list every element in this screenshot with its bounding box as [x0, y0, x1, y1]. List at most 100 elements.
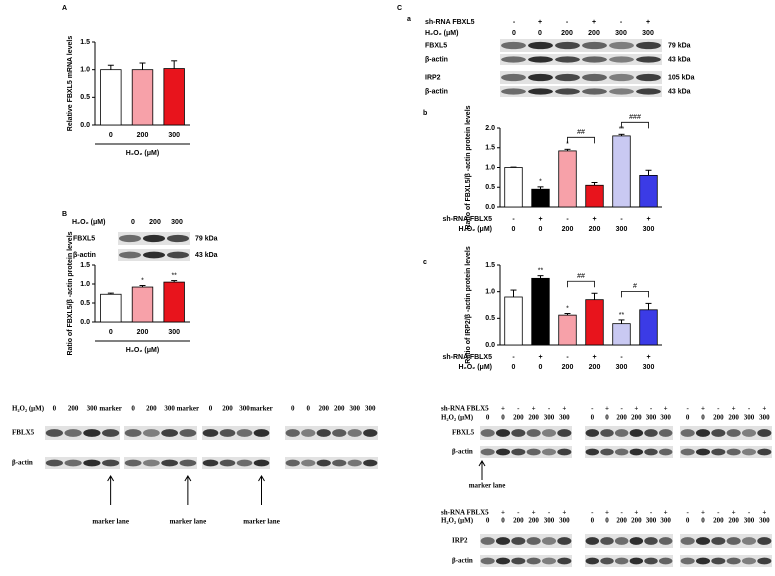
x-tick-label: 300	[643, 364, 655, 371]
lane-label: 0	[686, 414, 690, 422]
significance-star: *	[566, 305, 569, 312]
lane-label: 200	[513, 517, 524, 525]
blot-band	[347, 459, 362, 467]
x-tick-label: 200	[589, 364, 601, 371]
blot-band	[680, 429, 695, 437]
blot-row-label: IRP2	[452, 537, 468, 545]
blot-background	[124, 457, 197, 469]
x-tick-label: 0	[539, 226, 543, 233]
y-tick-label: 1.5	[485, 145, 495, 152]
lane-label: 200	[713, 517, 724, 525]
blot-band	[83, 459, 101, 467]
blot-band	[511, 537, 526, 545]
lane-label: +	[762, 405, 766, 413]
y-tick-label: 1.0	[80, 67, 90, 74]
y-tick-label: 0.5	[80, 300, 90, 307]
shrna-label: +	[538, 354, 542, 361]
x-tick-label: 200	[562, 226, 574, 233]
blot-band	[582, 56, 607, 63]
blot-row-label: FBXL5	[425, 42, 447, 49]
significance-star: **	[538, 268, 544, 275]
blot-band	[726, 557, 741, 565]
panel-letter: C	[397, 5, 402, 12]
lane-label: +	[532, 509, 536, 517]
y-tick-label: 2.0	[485, 125, 495, 132]
lane-label: 200	[616, 414, 627, 422]
blot-background	[202, 457, 270, 469]
lane-label: 300	[615, 30, 627, 37]
blot-header: sh-RNA FBXL5	[425, 19, 475, 26]
bar	[131, 286, 154, 323]
lane-label: 200	[631, 517, 642, 525]
blot-band	[301, 429, 316, 437]
lane-label: 0	[605, 414, 609, 422]
lane-label: -	[686, 405, 689, 413]
lane-label: 200	[616, 517, 627, 525]
blot-band	[741, 448, 757, 456]
lane-label: -	[620, 405, 623, 413]
blot-row-label: FBXL5	[73, 235, 95, 242]
blot-band	[600, 429, 614, 437]
blot-band	[614, 448, 629, 456]
blot-band	[557, 448, 572, 456]
blot-band	[711, 448, 726, 456]
lane-label: 200	[588, 30, 600, 37]
bar	[558, 314, 577, 346]
lane-label: 0	[486, 414, 490, 422]
bar	[504, 296, 523, 346]
lane-label: 300	[646, 517, 657, 525]
bar	[531, 277, 550, 346]
blot-band	[64, 459, 82, 467]
blot-band	[142, 251, 166, 259]
lane-label: 0	[131, 219, 135, 226]
blot-band	[609, 88, 634, 95]
blot-band	[541, 429, 557, 437]
lane-label: 300	[239, 405, 250, 413]
blot-band	[711, 557, 726, 565]
lane-label: 0	[209, 405, 213, 413]
blot-band	[680, 537, 695, 545]
lane-label: +	[501, 509, 505, 517]
lane-label: +	[646, 19, 650, 26]
lane-label: 0	[701, 414, 705, 422]
panel-letter: c	[423, 259, 427, 266]
y-tick-label: 0.0	[80, 122, 90, 129]
blot-background	[500, 54, 662, 65]
lane-label: 0	[605, 517, 609, 525]
y-axis-label: Ratio of FBXL5/β -actin protein levels	[465, 105, 472, 229]
blot-band	[636, 41, 661, 50]
blot-band	[124, 459, 142, 467]
lane-label: 200	[222, 405, 233, 413]
kda-label: 43 kDa	[668, 56, 691, 63]
lane-label: +	[762, 509, 766, 517]
blot-band	[102, 459, 120, 467]
blot-band	[585, 448, 600, 456]
blot-band	[557, 429, 572, 437]
y-tick-label: 0.5	[485, 184, 495, 191]
blot-band	[629, 429, 644, 437]
blot-band	[636, 56, 661, 63]
blot-band	[45, 429, 63, 437]
row-label: sh-RNA FBLX5	[442, 354, 492, 361]
lane-label: +	[605, 405, 609, 413]
bar	[163, 281, 185, 323]
lane-label: 200	[728, 414, 739, 422]
y-tick-label: 0.5	[80, 94, 90, 101]
blot-band	[695, 448, 711, 456]
blot-band	[600, 557, 614, 565]
blot-band	[555, 56, 580, 63]
blot-header: H₂O₂ (μM)	[12, 405, 45, 413]
blot-band	[501, 88, 526, 95]
lane-label: +	[592, 19, 596, 26]
bar	[585, 299, 604, 346]
row-label: sh-RNA FBLX5	[442, 216, 492, 223]
arrow	[107, 475, 115, 505]
blot-band	[501, 56, 526, 63]
lane-label: 0	[501, 414, 505, 422]
marker-note: marker lane	[170, 518, 207, 526]
lane-label: 300	[365, 405, 376, 413]
blot-band	[501, 41, 526, 50]
y-tick-label: 1.0	[485, 164, 495, 171]
blot-band	[480, 557, 495, 565]
